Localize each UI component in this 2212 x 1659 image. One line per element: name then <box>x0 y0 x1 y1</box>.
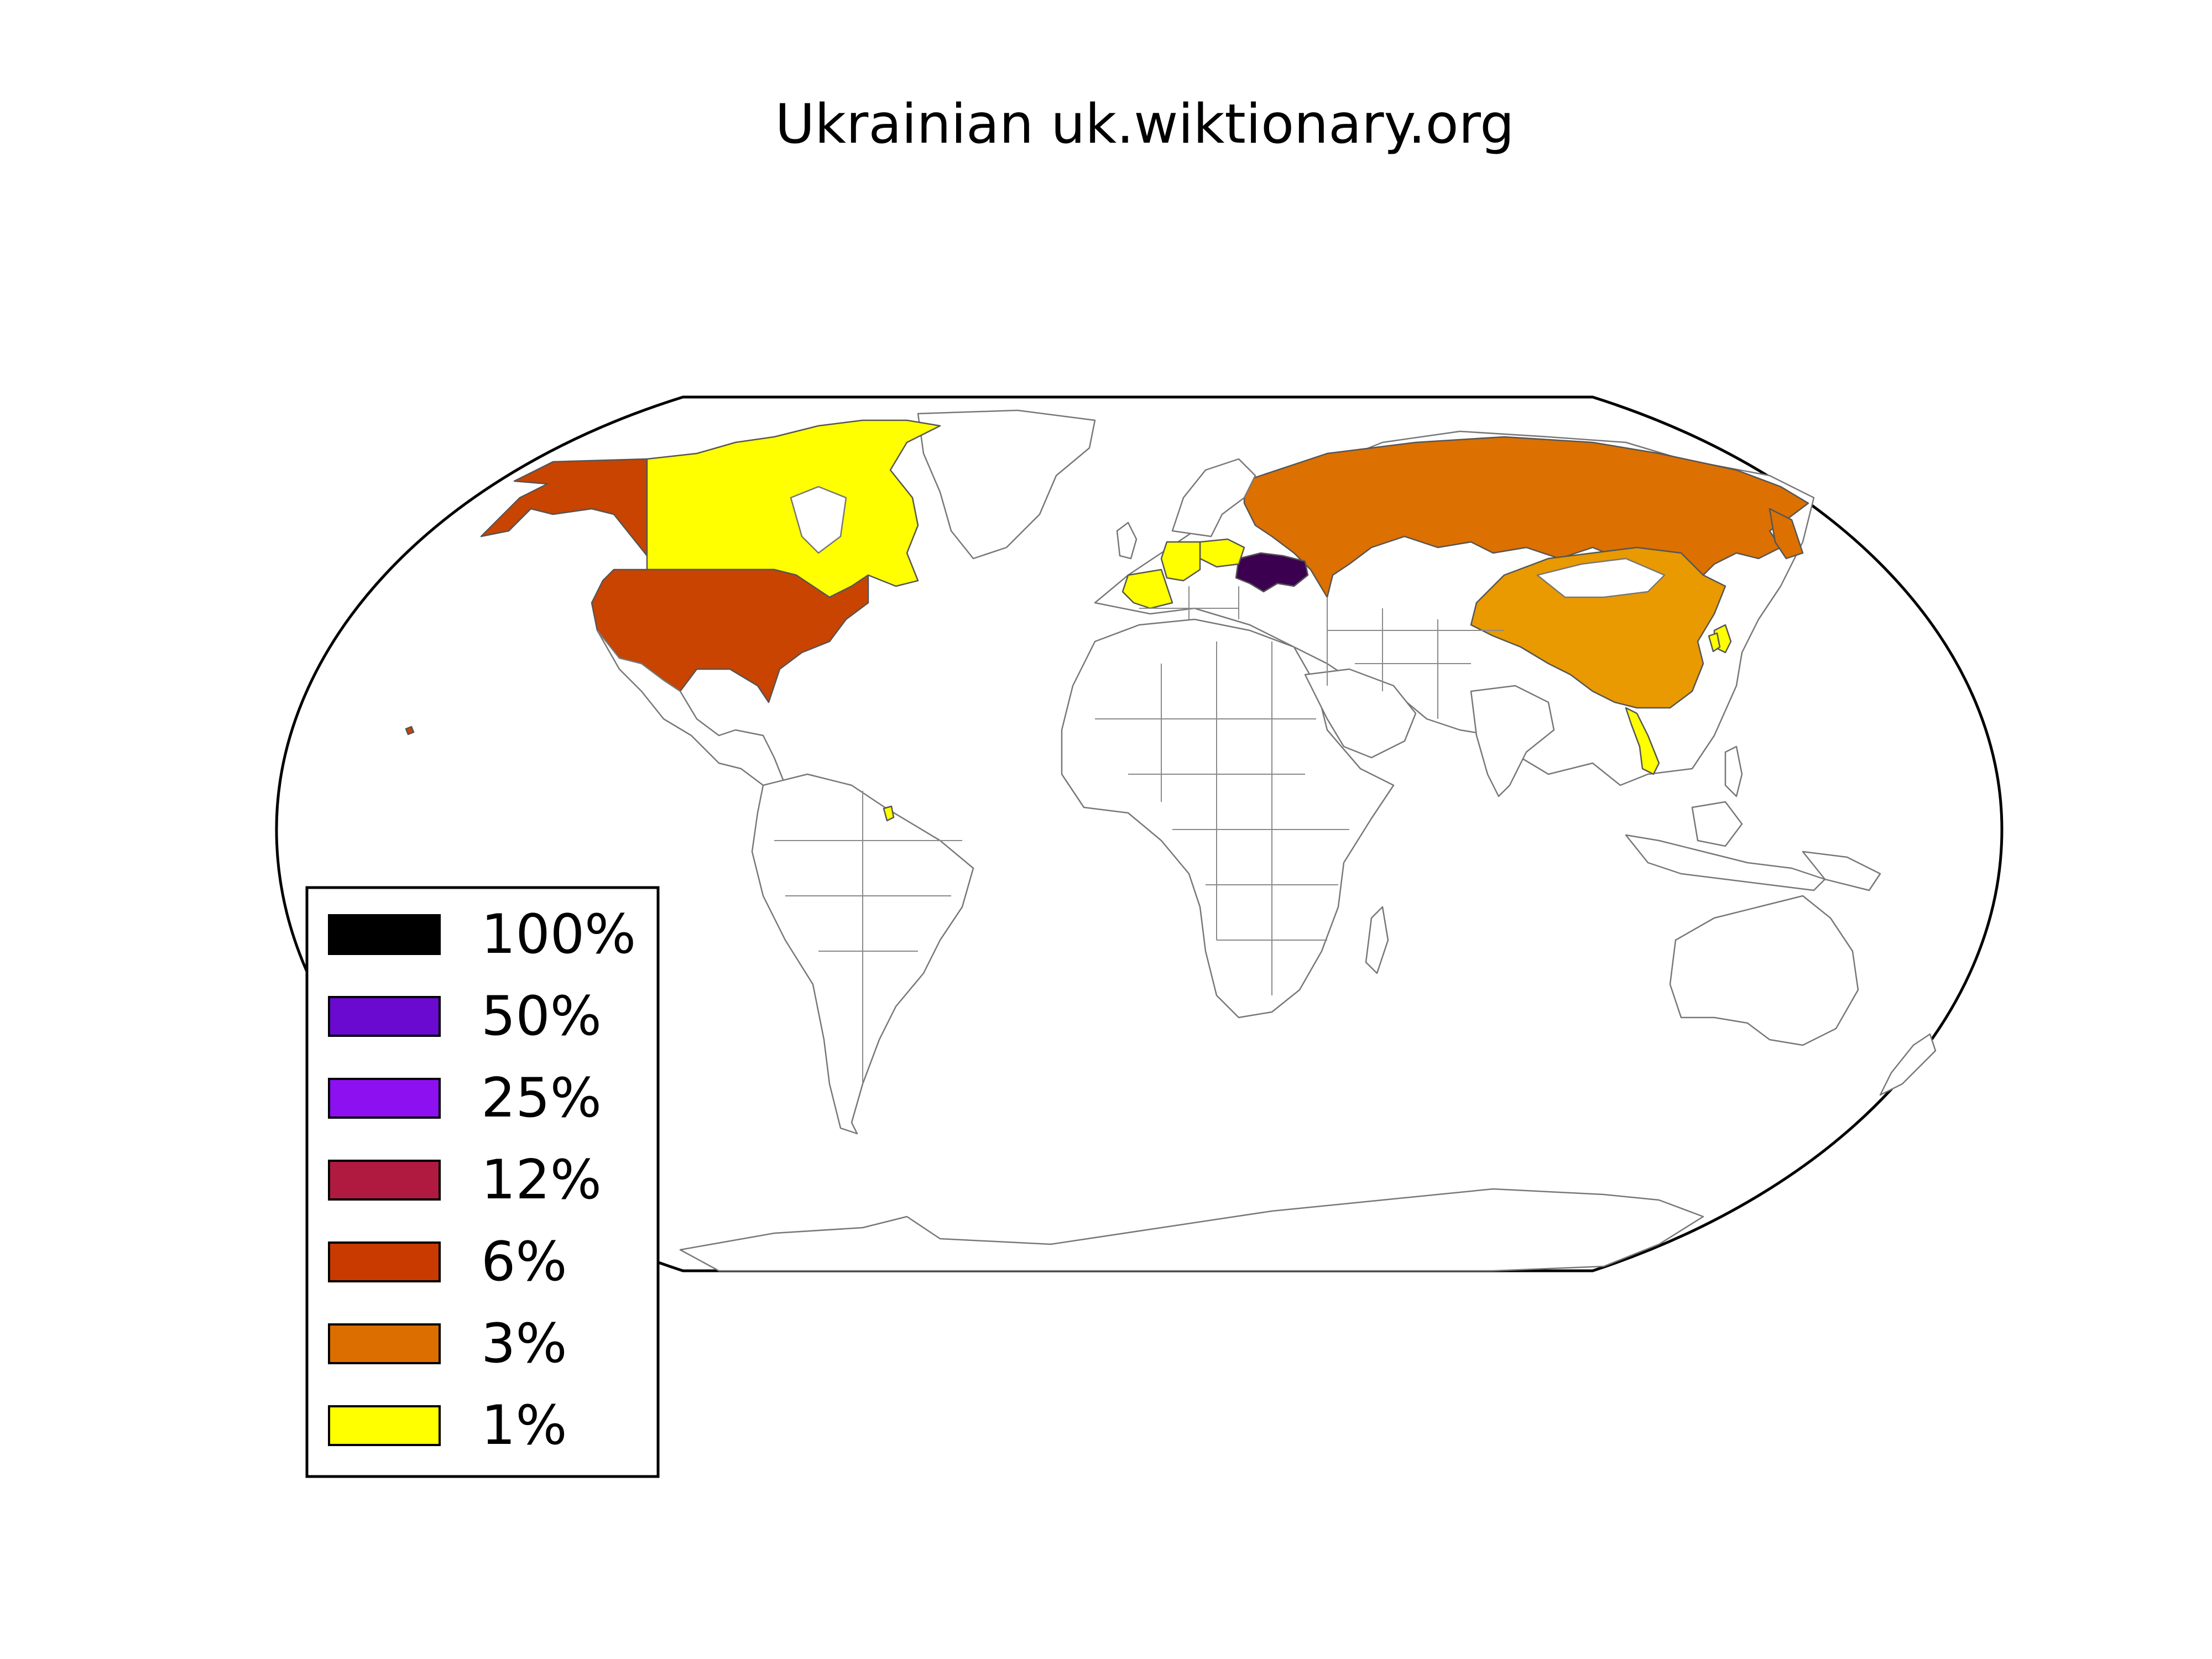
legend-label-6pct: 6% <box>481 1230 567 1293</box>
map-frame <box>275 395 2004 1272</box>
europe-borders <box>1139 586 1239 619</box>
indonesia <box>1625 834 1826 891</box>
country-vietnam <box>1625 707 1660 775</box>
kamchatka <box>1768 508 1804 560</box>
legend-swatch-12pct <box>328 1160 441 1201</box>
antarctica <box>679 1188 1704 1272</box>
mexico-central-america <box>596 629 786 786</box>
map-title: Ukrainian uk.wiktionary.org <box>775 93 1515 156</box>
new-guinea <box>1802 851 1881 891</box>
country-germany <box>1160 541 1201 582</box>
legend-label-50pct: 50% <box>481 985 602 1048</box>
country-france <box>1121 568 1173 609</box>
philippines <box>1724 745 1743 797</box>
borneo <box>1691 801 1743 847</box>
map-legend: 100% 50% 25% 12% 6% 3% 1% <box>305 886 660 1478</box>
legend-swatch-1pct <box>328 1405 441 1446</box>
hawaii <box>405 726 415 735</box>
south-america-borders <box>774 791 962 1084</box>
legend-swatch-3pct <box>328 1323 441 1364</box>
madagascar <box>1365 906 1389 974</box>
africa-borders <box>1095 641 1349 995</box>
india <box>1470 685 1555 797</box>
legend-label-100pct: 100% <box>481 903 636 966</box>
scandinavia <box>1171 458 1256 538</box>
hudson-bay <box>790 486 847 554</box>
legend-label-3pct: 3% <box>481 1312 567 1375</box>
country-alaska <box>480 458 648 557</box>
legend-swatch-100pct <box>328 914 441 955</box>
united-kingdom <box>1116 521 1138 560</box>
legend-label-12pct: 12% <box>481 1149 602 1212</box>
south-korea <box>1708 632 1721 653</box>
legend-label-25pct: 25% <box>481 1067 602 1130</box>
country-china <box>1470 546 1726 709</box>
new-zealand <box>1879 1033 1937 1096</box>
legend-label-1pct: 1% <box>481 1394 567 1457</box>
legend-swatch-6pct <box>328 1241 441 1282</box>
country-ukraine <box>1235 552 1309 593</box>
asia-borders <box>1327 597 1504 719</box>
legend-swatch-50pct <box>328 996 441 1037</box>
french-guiana <box>883 805 895 822</box>
mongolia <box>1536 557 1666 598</box>
legend-swatch-25pct <box>328 1078 441 1119</box>
australia <box>1669 895 1859 1046</box>
arabian-peninsula <box>1304 668 1417 759</box>
greenland <box>917 409 1096 560</box>
